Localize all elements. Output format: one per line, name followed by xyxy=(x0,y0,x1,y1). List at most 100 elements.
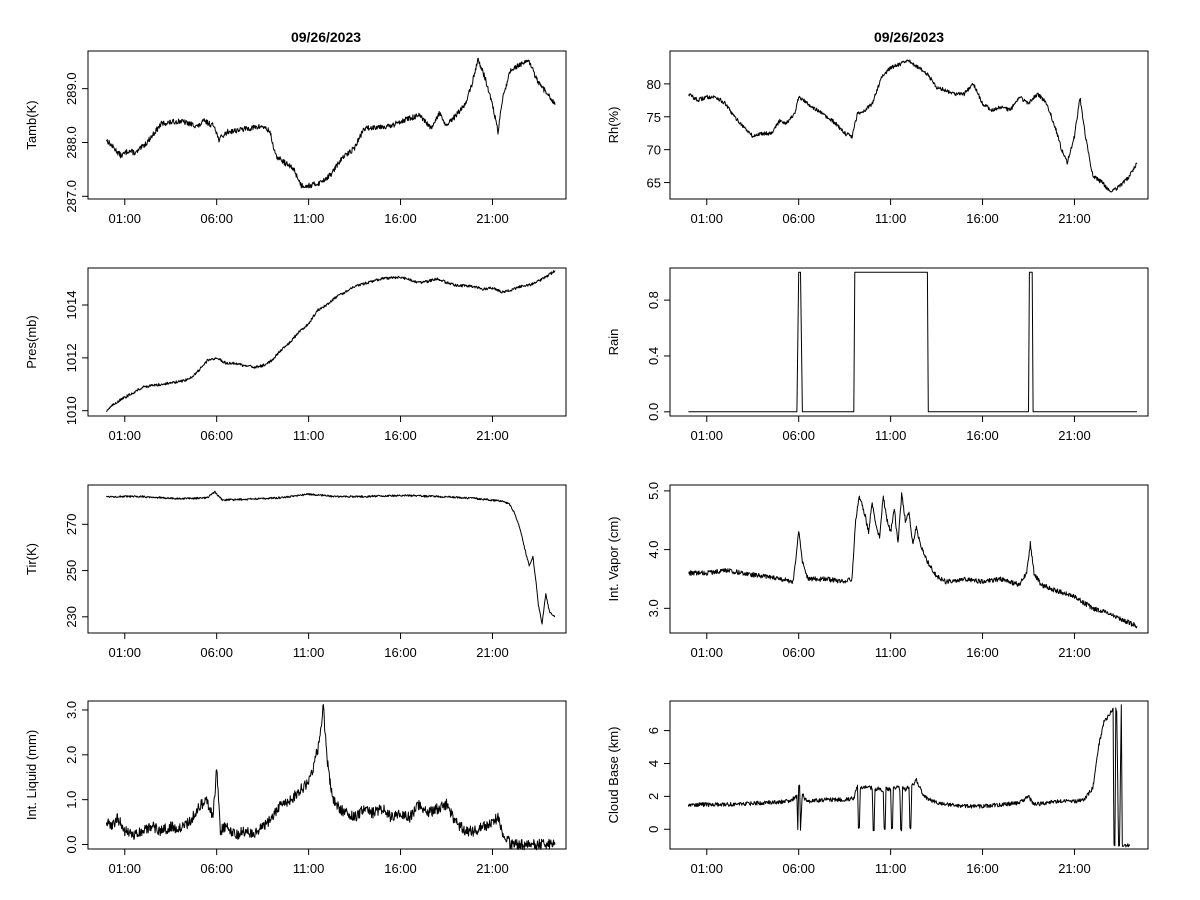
pres-mb-y-axis-label: Pres(mb) xyxy=(24,315,39,368)
panel-tamb: 01:00 06:00 11:00 16:00 21:00 287.0 288.0 289.0… xyxy=(24,50,567,226)
panel-rh: 01:00 06:00 11:00 16:00 21:00 65 70 75 80 Rh(%) xyxy=(606,50,1149,226)
panel-cloud-base: 01:00 06:00 11:00 16:00 21:00 0 2 4 6 Cloud Base … xyxy=(606,700,1149,876)
panel-pres: 01:00 06:00 11:00 16:00 21:00 1010 1012 1014 Pre… xyxy=(24,267,567,443)
tir-k-x-tick-label: 01:00 xyxy=(108,645,141,660)
pres-mb-y-tick-label: 1014 xyxy=(64,291,79,320)
rh-y-tick-label: 80 xyxy=(647,77,661,92)
pres-mb-x-tick-label: 06:00 xyxy=(200,428,233,443)
tamb-k-series-line xyxy=(105,57,556,189)
rh-y-tick-label: 75 xyxy=(647,110,661,125)
rh-x-tick-label: 01:00 xyxy=(690,211,723,226)
rain-y-tick-label: 0.4 xyxy=(646,347,661,365)
panel-int-vapor: 01:00 06:00 11:00 16:00 21:00 3.0 4.0 5.0 Int. V… xyxy=(606,482,1149,660)
cloud-base-km-plot-frame xyxy=(669,700,1149,850)
tir-k-y-tick-label: 250 xyxy=(64,560,79,582)
int-vapor-cm-y-tick-label: 4.0 xyxy=(646,541,661,559)
panel-rain: 01:00 06:00 11:00 16:00 21:00 0.0 0.4 0.8 Rain xyxy=(606,267,1149,443)
rain-y-tick-label: 0.8 xyxy=(646,291,661,309)
int-vapor-cm-x-tick-label: 16:00 xyxy=(966,645,999,660)
tir-k-y-axis-label: Tir(K) xyxy=(24,543,39,575)
int-liquid-mm-x-tick-label: 01:00 xyxy=(108,861,141,876)
tamb-k-y-tick-label: 287.0 xyxy=(64,180,79,213)
int-liquid-mm-y-tick-label: 2.0 xyxy=(64,746,79,764)
int-liquid-mm-x-tick-label: 21:00 xyxy=(476,861,509,876)
cloud-base-km-y-tick-label: 0 xyxy=(646,826,661,833)
int-liquid-mm-y-tick-label: 3.0 xyxy=(64,701,79,719)
cloud-base-km-y-tick-label: 2 xyxy=(646,793,661,800)
panel-int-liquid: 01:00 06:00 11:00 16:00 21:00 0.0 1.0 2.0 3.0 Int… xyxy=(24,700,567,876)
rh-y-tick-label: 65 xyxy=(647,176,661,191)
rh-x-tick-label: 06:00 xyxy=(782,211,815,226)
tir-k-series-line xyxy=(106,490,556,625)
int-vapor-cm-plot-frame xyxy=(669,484,1149,634)
rain-x-tick-label: 11:00 xyxy=(875,428,907,443)
rain-y-tick-label: 0.0 xyxy=(646,403,661,421)
int-vapor-cm-x-tick-label: 06:00 xyxy=(782,645,815,660)
int-liquid-mm-y-tick-label: 0.0 xyxy=(64,835,79,853)
tamb-k-x-tick-label: 16:00 xyxy=(384,211,417,226)
int-liquid-mm-x-tick-label: 16:00 xyxy=(384,861,417,876)
tamb-k-x-tick-label: 06:00 xyxy=(200,211,233,226)
int-vapor-cm-x-tick-label: 21:00 xyxy=(1058,645,1091,660)
int-vapor-cm-y-axis-label: Int. Vapor (cm) xyxy=(606,516,621,601)
rain-series-line xyxy=(688,271,1137,413)
cloud-base-km-x-tick-label: 11:00 xyxy=(875,861,907,876)
int-vapor-cm-y-tick-label: 3.0 xyxy=(646,599,661,617)
int-liquid-mm-plot-frame xyxy=(87,700,567,850)
tamb-k-y-tick-label: 289.0 xyxy=(64,72,79,105)
pres-mb-x-tick-label: 11:00 xyxy=(293,428,325,443)
cloud-base-km-x-tick-label: 01:00 xyxy=(690,861,723,876)
rain-plot-frame xyxy=(669,267,1149,417)
tamb-k-x-tick-label: 11:00 xyxy=(293,211,325,226)
tir-k-x-tick-label: 11:00 xyxy=(293,645,325,660)
pres-mb-x-tick-label: 21:00 xyxy=(476,428,509,443)
int-vapor-cm-series-line xyxy=(688,492,1138,629)
cloud-base-km-y-axis-label: Cloud Base (km) xyxy=(606,727,621,824)
panel-tir: 01:00 06:00 11:00 16:00 21:00 230 250 270 Tir(K) xyxy=(24,484,567,660)
pres-mb-y-tick-label: 1010 xyxy=(64,396,79,425)
cloud-base-km-x-tick-label: 21:00 xyxy=(1058,861,1091,876)
rain-x-tick-label: 16:00 xyxy=(966,428,999,443)
left-column-title: 09/26/2023 xyxy=(291,29,361,45)
pres-mb-plot-frame xyxy=(87,267,567,417)
tamb-k-plot-frame xyxy=(87,50,567,200)
rh-x-tick-label: 11:00 xyxy=(875,211,907,226)
tamb-k-x-tick-label: 21:00 xyxy=(476,211,509,226)
rain-x-tick-label: 06:00 xyxy=(782,428,815,443)
rain-x-tick-label: 01:00 xyxy=(690,428,723,443)
cloud-base-km-x-tick-label: 06:00 xyxy=(782,861,815,876)
rh-x-tick-label: 21:00 xyxy=(1058,211,1091,226)
int-liquid-mm-x-tick-label: 06:00 xyxy=(200,861,233,876)
pres-mb-y-tick-label: 1012 xyxy=(64,343,79,372)
cloud-base-km-x-tick-label: 16:00 xyxy=(966,861,999,876)
tir-k-y-tick-label: 270 xyxy=(64,513,79,535)
tamb-k-y-tick-label: 288.0 xyxy=(64,126,79,159)
rain-x-tick-label: 21:00 xyxy=(1058,428,1091,443)
pres-mb-series-line xyxy=(106,270,556,412)
rh-y-axis-label: Rh(%) xyxy=(606,107,621,144)
tir-k-x-tick-label: 06:00 xyxy=(200,645,233,660)
int-liquid-mm-y-axis-label: Int. Liquid (mm) xyxy=(24,730,39,820)
pres-mb-x-tick-label: 01:00 xyxy=(108,428,141,443)
rh-x-tick-label: 16:00 xyxy=(966,211,999,226)
pres-mb-x-tick-label: 16:00 xyxy=(384,428,417,443)
int-liquid-mm-x-tick-label: 11:00 xyxy=(293,861,325,876)
int-vapor-cm-x-tick-label: 11:00 xyxy=(875,645,907,660)
rh-plot-frame xyxy=(669,50,1149,200)
int-liquid-mm-y-tick-label: 1.0 xyxy=(64,791,79,809)
cloud-base-km-y-tick-label: 4 xyxy=(646,760,661,767)
tir-k-x-tick-label: 21:00 xyxy=(476,645,509,660)
int-vapor-cm-y-tick-label: 5.0 xyxy=(646,482,661,500)
int-liquid-mm-series-line xyxy=(105,704,556,851)
rh-series-line xyxy=(688,59,1138,193)
tir-k-plot-frame xyxy=(87,484,567,634)
cloud-base-km-y-tick-label: 6 xyxy=(646,727,661,734)
rain-y-axis-label: Rain xyxy=(606,329,621,356)
cloud-base-km-series-line xyxy=(687,704,1131,848)
int-vapor-cm-x-tick-label: 01:00 xyxy=(690,645,723,660)
right-column-title: 09/26/2023 xyxy=(874,29,944,45)
tamb-k-y-axis-label: Tamb(K) xyxy=(24,100,39,149)
tir-k-x-tick-label: 16:00 xyxy=(384,645,417,660)
rh-y-tick-label: 70 xyxy=(647,143,661,158)
